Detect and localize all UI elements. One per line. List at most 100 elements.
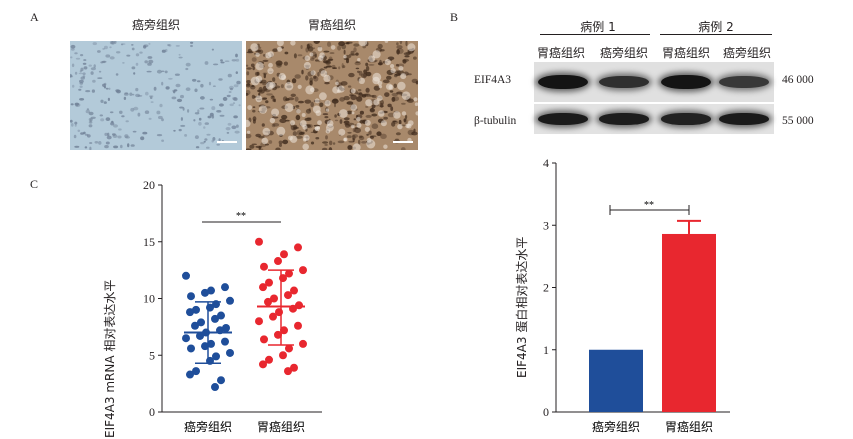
ihc-image-tumor <box>246 41 418 150</box>
scatter-point <box>191 321 199 330</box>
bar-y-axis-label: EIF4A3 蛋白相对表达水平 <box>514 237 529 378</box>
ihc-image-adjacent <box>70 41 242 150</box>
scatter-point <box>226 348 234 357</box>
y-tick-label: 0 <box>149 405 155 419</box>
case-1-underline <box>540 34 650 35</box>
scatter-y-axis-label: EIF4A3 mRNA 相对表达水平 <box>103 280 117 438</box>
blot-band <box>599 113 649 125</box>
blot-band <box>661 113 711 125</box>
scatter-point <box>217 376 225 385</box>
scatter-point <box>182 271 190 280</box>
scatter-point <box>217 311 225 320</box>
scatter-point <box>201 342 209 351</box>
scatter-point <box>222 324 230 333</box>
case-1-label: 病例 1 <box>580 20 616 34</box>
blot-band <box>661 75 711 89</box>
scatter-point <box>221 283 229 292</box>
y-tick-label: 2 <box>543 281 549 295</box>
y-tick-label: 20 <box>143 178 155 192</box>
scatter-point <box>280 326 288 335</box>
bar-x-label-adjacent: 癌旁组织 <box>592 419 640 434</box>
bar-significance-bracket <box>609 205 690 215</box>
scatter-point <box>201 288 209 297</box>
scatter-point <box>260 262 268 271</box>
scatter-point <box>285 344 293 353</box>
blot-band <box>538 75 588 89</box>
scatter-point <box>265 278 273 287</box>
scatter-point <box>274 330 282 339</box>
scatter-point <box>279 351 287 360</box>
scatter-point <box>192 305 200 314</box>
scatter-point <box>206 303 214 312</box>
scatter-point <box>207 286 215 295</box>
scatter-point <box>284 367 292 376</box>
scatter-point <box>294 243 302 252</box>
lane-label-1: 胃癌组织 <box>536 46 585 60</box>
scatter-point <box>290 286 298 295</box>
scatter-point <box>212 352 220 361</box>
y-tick-label: 4 <box>543 156 549 170</box>
scatter-point <box>186 370 194 379</box>
blot-size-tubulin: 55 000 <box>782 115 814 127</box>
ihc-caption-adjacent: 癌旁组织 <box>131 18 180 32</box>
bar-x-label-tumor: 胃癌组织 <box>665 419 713 434</box>
y-tick-label: 3 <box>543 218 549 232</box>
scatter-point <box>264 297 272 306</box>
scatter-point <box>294 321 302 330</box>
scatter-point <box>192 367 200 376</box>
scatter-point <box>290 363 298 372</box>
scatter-point <box>299 339 307 348</box>
blot-strip-tubulin <box>534 104 774 134</box>
scatter-significance-label: ** <box>236 211 246 222</box>
scatter-point <box>197 318 205 327</box>
case-2-underline <box>660 34 772 35</box>
y-tick-label: 1 <box>543 343 549 357</box>
y-tick-label: 0 <box>543 405 549 419</box>
bar-2 <box>662 233 716 412</box>
scatter-point <box>270 294 278 303</box>
scatter-point <box>269 312 277 321</box>
scatter-point <box>284 291 292 300</box>
scatter-point <box>182 334 190 343</box>
scatter-point <box>226 296 234 305</box>
panel-b-letter: B <box>450 10 459 24</box>
scatter-point <box>207 339 215 348</box>
lane-label-4: 癌旁组织 <box>722 46 771 60</box>
scale-bar <box>217 141 237 143</box>
scatter-x-label-adjacent: 癌旁组织 <box>184 419 232 434</box>
scatter-point <box>187 292 195 301</box>
scatter-point <box>255 237 263 246</box>
scatter-point <box>187 344 195 353</box>
scatter-point <box>221 337 229 346</box>
blot-row-label-tubulin: β-tubulin <box>474 115 517 127</box>
lane-label-2: 癌旁组织 <box>599 46 648 60</box>
scatter-point <box>274 257 282 266</box>
scatter-chart: 0 5 10 15 20 EIF4A3 mRNA 相对表达水平 癌旁组织 胃癌组织 ** <box>103 178 322 438</box>
blot-band <box>538 113 588 125</box>
blot-strip-eif4a3 <box>534 62 774 102</box>
bar-significance-label: ** <box>644 200 654 211</box>
ihc-caption-tumor: 胃癌组织 <box>307 18 356 32</box>
scatter-point <box>285 269 293 278</box>
scatter-point <box>211 383 219 392</box>
scatter-point <box>279 274 287 283</box>
scatter-point <box>299 266 307 275</box>
case-2-label: 病例 2 <box>698 20 734 34</box>
y-tick-label: 15 <box>143 235 155 249</box>
blot-size-eif4a3: 46 000 <box>782 74 814 86</box>
scatter-x-label-tumor: 胃癌组织 <box>257 419 305 434</box>
bar-1 <box>589 349 643 412</box>
y-tick-label: 10 <box>143 292 155 306</box>
scale-bar <box>393 141 413 143</box>
scatter-point <box>211 314 219 323</box>
panel-c-letter: C <box>30 177 39 191</box>
panel-a-letter: A <box>30 10 39 24</box>
blot-band <box>719 76 769 88</box>
blot-band <box>599 75 649 89</box>
bar-chart: 0 1 2 3 4 EIF4A3 蛋白相对表达水平 癌旁组织 胃癌组织 ** <box>514 156 730 434</box>
scatter-point <box>259 360 267 369</box>
scatter-point <box>265 355 273 364</box>
scatter-point <box>260 335 268 344</box>
scatter-point <box>196 331 204 340</box>
lane-label-3: 胃癌组织 <box>661 46 710 60</box>
